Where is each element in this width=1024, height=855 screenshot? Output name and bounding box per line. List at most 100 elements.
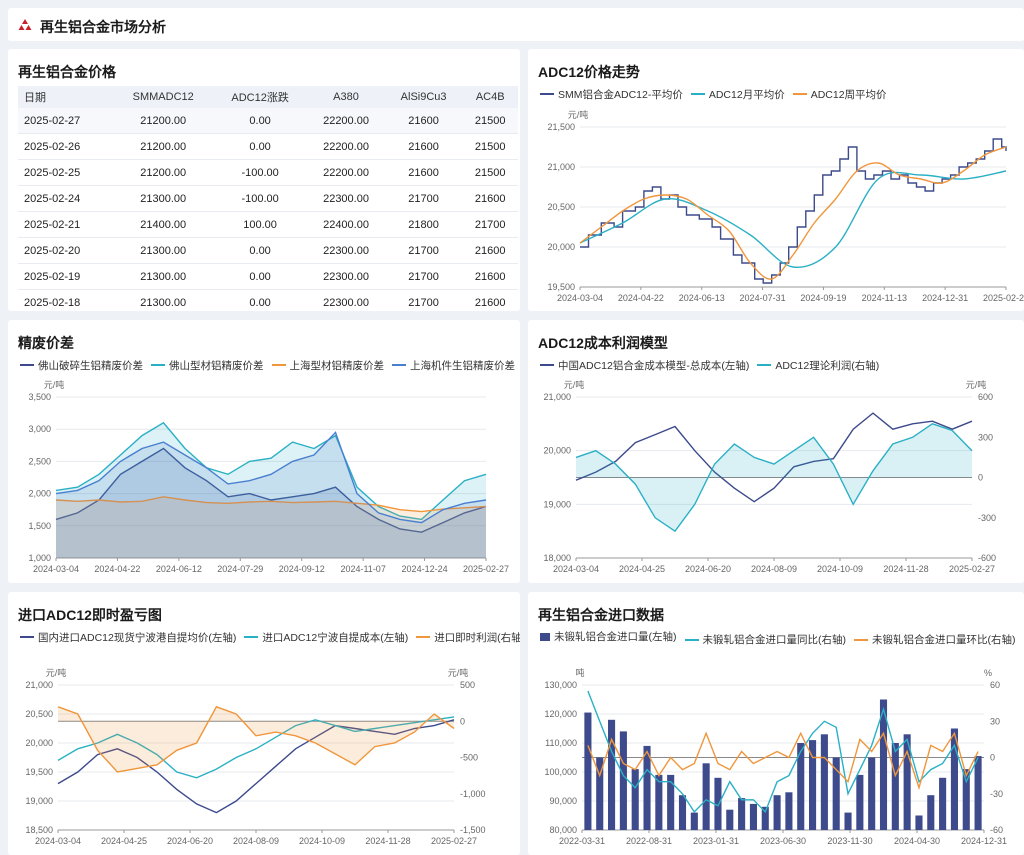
cost-profit-chart: 18,000 19,000 20,000 21,000 -600 -300 0 300 600 元… <box>543 379 996 574</box>
bar <box>655 774 663 830</box>
bar <box>868 757 876 830</box>
legend-item[interactable]: 进口ADC12宁波自提成本(左轴) <box>244 630 408 645</box>
table-cell: 21600 <box>462 289 518 311</box>
table-row[interactable]: 2025-02-24 21300.00 -100.00 22300.00 21700 21… <box>18 185 518 212</box>
panel-title: 进口ADC12即时盈亏图 <box>18 607 162 623</box>
y2-tick-label: -1,000 <box>460 789 486 799</box>
bar <box>797 743 805 830</box>
table-row[interactable]: 2025-02-27 21200.00 0.00 22200.00 21600 21500 <box>18 108 518 134</box>
table-row[interactable]: 2025-02-26 21200.00 0.00 22200.00 21600 21500 <box>18 133 518 160</box>
table-row[interactable]: 2025-02-19 21300.00 0.00 22300.00 21700 21600 <box>18 263 518 290</box>
x-tick-label: 2024-09-19 <box>800 293 846 303</box>
legend-swatch <box>540 364 554 366</box>
legend-swatch <box>20 636 34 638</box>
bar <box>773 795 781 830</box>
chart-legend[interactable]: 国内进口ADC12现货宁波港自提均价(左轴) 进口ADC12宁波自提成本(左轴) 进… <box>20 629 520 645</box>
bar <box>608 719 616 830</box>
y-tick-label: 3,500 <box>28 392 51 402</box>
legend-item[interactable]: 上海型材铝精废价差 <box>271 358 384 373</box>
legend-item[interactable]: ADC12周平均价 <box>792 87 887 102</box>
legend-item[interactable]: 进口即时利润(右轴) <box>416 630 520 645</box>
x-tick-label: 2024-04-22 <box>618 293 664 303</box>
legend-item[interactable]: 上海机件生铝精废价差 <box>392 358 515 373</box>
page-title: 再生铝合金市场分析 <box>40 19 166 35</box>
series-line <box>57 716 455 779</box>
table-cell: 0.00 <box>212 263 308 290</box>
table-cell: 0.00 <box>212 289 308 311</box>
table-cell: 21700 <box>384 185 463 212</box>
series-line <box>55 496 487 513</box>
table-row[interactable]: 2025-02-18 21300.00 0.00 22300.00 21700 21600 <box>18 289 518 311</box>
table-cell: 21700 <box>384 237 463 264</box>
chart-legend[interactable]: SMM铝合金ADC12-平均价 ADC12月平均价 ADC12周平均价 <box>540 86 895 102</box>
price-table: 日期 SMMADC12 ADC12涨跌 A380 AlSi9Cu3 AC4B 2025-0… <box>18 86 518 311</box>
series-area <box>576 423 972 532</box>
chart-legend[interactable]: 未锻轧铝合金进口量(左轴) 未锻轧铝合金进口量同比(右轴) 未锻轧铝合金进口量环比(… <box>540 629 1024 647</box>
x-tick-label: 2024-08-09 <box>751 564 797 574</box>
import-data-panel: 再生铝合金进口数据 未锻轧铝合金进口量(左轴) 未锻轧铝合金进口量同比(右轴) 未锻… <box>528 592 1024 855</box>
legend-label: 进口即时利润(右轴) <box>434 631 520 644</box>
series-line <box>587 731 979 791</box>
x-tick-label: 2023-06-30 <box>760 836 806 846</box>
y-tick-label: 19,000 <box>543 499 571 509</box>
chart-legend[interactable]: 中国ADC12铝合金成本模型-总成本(左轴) ADC12理论利润(右轴) <box>540 357 887 373</box>
column-header: SMMADC12 <box>113 86 213 108</box>
table-row[interactable]: 2025-02-20 21300.00 0.00 22300.00 21700 21600 <box>18 237 518 264</box>
bar <box>903 734 911 830</box>
x-tick-label: 2024-04-25 <box>101 836 147 846</box>
bar <box>809 740 817 830</box>
y-tick-label: 120,000 <box>544 709 577 719</box>
x-tick-label: 2024-11-28 <box>365 836 410 846</box>
table-row[interactable]: 2025-02-21 21400.00 100.00 22400.00 21800 217… <box>18 211 518 238</box>
bar <box>726 809 734 830</box>
column-header: 日期 <box>18 86 114 108</box>
y-tick-label: 21,000 <box>25 680 53 690</box>
brand-logo-icon <box>18 19 32 30</box>
legend-item[interactable]: 佛山破碎生铝精废价差 <box>20 358 143 373</box>
series-line <box>57 705 455 773</box>
import-pl-panel: 进口ADC12即时盈亏图 国内进口ADC12现货宁波港自提均价(左轴) 进口ADC… <box>8 592 520 855</box>
legend-swatch <box>271 364 286 366</box>
y-tick-label: 20,500 <box>25 709 53 719</box>
x-tick-label: 2024-06-12 <box>156 564 202 574</box>
y-tick-label: 21,500 <box>547 122 575 132</box>
y2-tick-label: 500 <box>460 680 475 690</box>
y-tick-label: 100,000 <box>544 767 577 777</box>
y-unit-label: 吨 <box>575 667 584 678</box>
table-row[interactable]: 2025-02-25 21200.00 -100.00 22200.00 21600 21… <box>18 159 518 186</box>
x-tick-label: 2024-07-31 <box>740 293 786 303</box>
legend-item[interactable]: 佛山型材铝精废价差 <box>151 358 264 373</box>
table-cell: 21500 <box>462 159 518 186</box>
legend-item[interactable]: 国内进口ADC12现货宁波港自提均价(左轴) <box>20 630 236 645</box>
legend-item[interactable]: 未锻轧铝合金进口量同比(右轴) <box>684 632 846 647</box>
y-tick-label: 19,500 <box>547 282 575 292</box>
y-unit-label: 元/吨 <box>564 379 585 390</box>
chart-legend[interactable]: 佛山破碎生铝精废价差 佛山型材铝精废价差 上海型材铝精废价差 上海机件生铝精废价差 <box>20 357 520 373</box>
y-tick-label: 20,500 <box>547 202 575 212</box>
table-cell: 21700 <box>384 263 463 290</box>
bar <box>619 731 627 830</box>
bar <box>962 769 970 830</box>
table-cell: 21600 <box>462 237 518 264</box>
legend-item[interactable]: ADC12理论利润(右轴) <box>757 358 879 373</box>
legend-item[interactable]: 未锻轧铝合金进口量环比(右轴) <box>854 632 1016 647</box>
legend-item[interactable]: SMM铝合金ADC12-平均价 <box>540 87 683 102</box>
table-cell: 21500 <box>462 108 518 134</box>
legend-item[interactable]: 中国ADC12铝合金成本模型-总成本(左轴) <box>540 358 749 373</box>
bar <box>856 774 864 830</box>
table-cell: 21400.00 <box>113 211 213 238</box>
legend-label: ADC12周平均价 <box>810 88 887 101</box>
series-line <box>580 138 1007 284</box>
legend-swatch <box>20 364 34 366</box>
legend-swatch <box>540 93 554 95</box>
panel-title: 再生铝合金进口数据 <box>538 607 664 623</box>
x-tick-label: 2024-12-24 <box>402 564 448 574</box>
legend-swatch <box>690 93 705 95</box>
bar <box>915 815 923 830</box>
adc12-trend-panel: ADC12价格走势 SMM铝合金ADC12-平均价 ADC12月平均价 ADC12周… <box>528 49 1024 311</box>
legend-item[interactable]: ADC12月平均价 <box>690 87 785 102</box>
y2-tick-label: -600 <box>978 553 996 563</box>
table-cell: 21200.00 <box>113 108 213 134</box>
price-table-panel: 再生铝合金价格 日期 SMMADC12 ADC12涨跌 A380 AlSi9Cu3 AC4… <box>8 49 520 311</box>
legend-item[interactable]: 未锻轧铝合金进口量(左轴) <box>540 629 677 644</box>
